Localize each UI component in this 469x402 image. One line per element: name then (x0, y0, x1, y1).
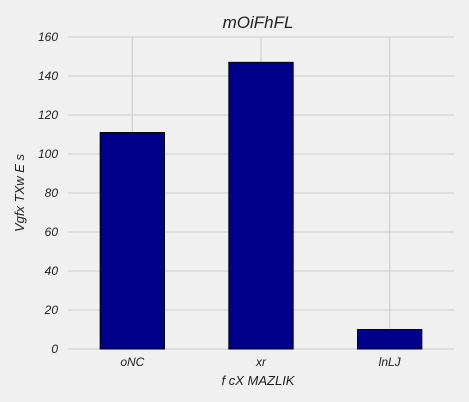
y-tick-label: 40 (45, 264, 59, 278)
bar-lnLJ (357, 329, 423, 350)
bar-layer (99, 61, 423, 350)
chart-title: mOiFhFL (223, 13, 294, 32)
y-axis-label: Vgfx TXw E s (12, 153, 27, 232)
bar-xr (228, 61, 294, 350)
y-tick-label: 120 (38, 108, 58, 122)
y-tick-label: 160 (38, 30, 58, 44)
x-tick-labels: oNC xr lnLJ (120, 355, 401, 369)
x-tick-label: oNC (120, 355, 144, 369)
y-tick-label: 80 (45, 186, 59, 200)
y-tick-labels: 0 20 40 60 80 100 120 140 160 (38, 30, 58, 356)
y-tick-label: 60 (45, 225, 59, 239)
x-axis-label: f cX MAZLIK (222, 373, 296, 388)
y-tick-label: 20 (44, 303, 59, 317)
bar-oNC (99, 132, 165, 350)
y-tick-label: 140 (38, 69, 58, 83)
y-tick-label: 0 (51, 342, 58, 356)
x-tick-label: xr (255, 355, 267, 369)
y-tick-label: 100 (38, 147, 58, 161)
x-tick-label: lnLJ (379, 355, 402, 369)
